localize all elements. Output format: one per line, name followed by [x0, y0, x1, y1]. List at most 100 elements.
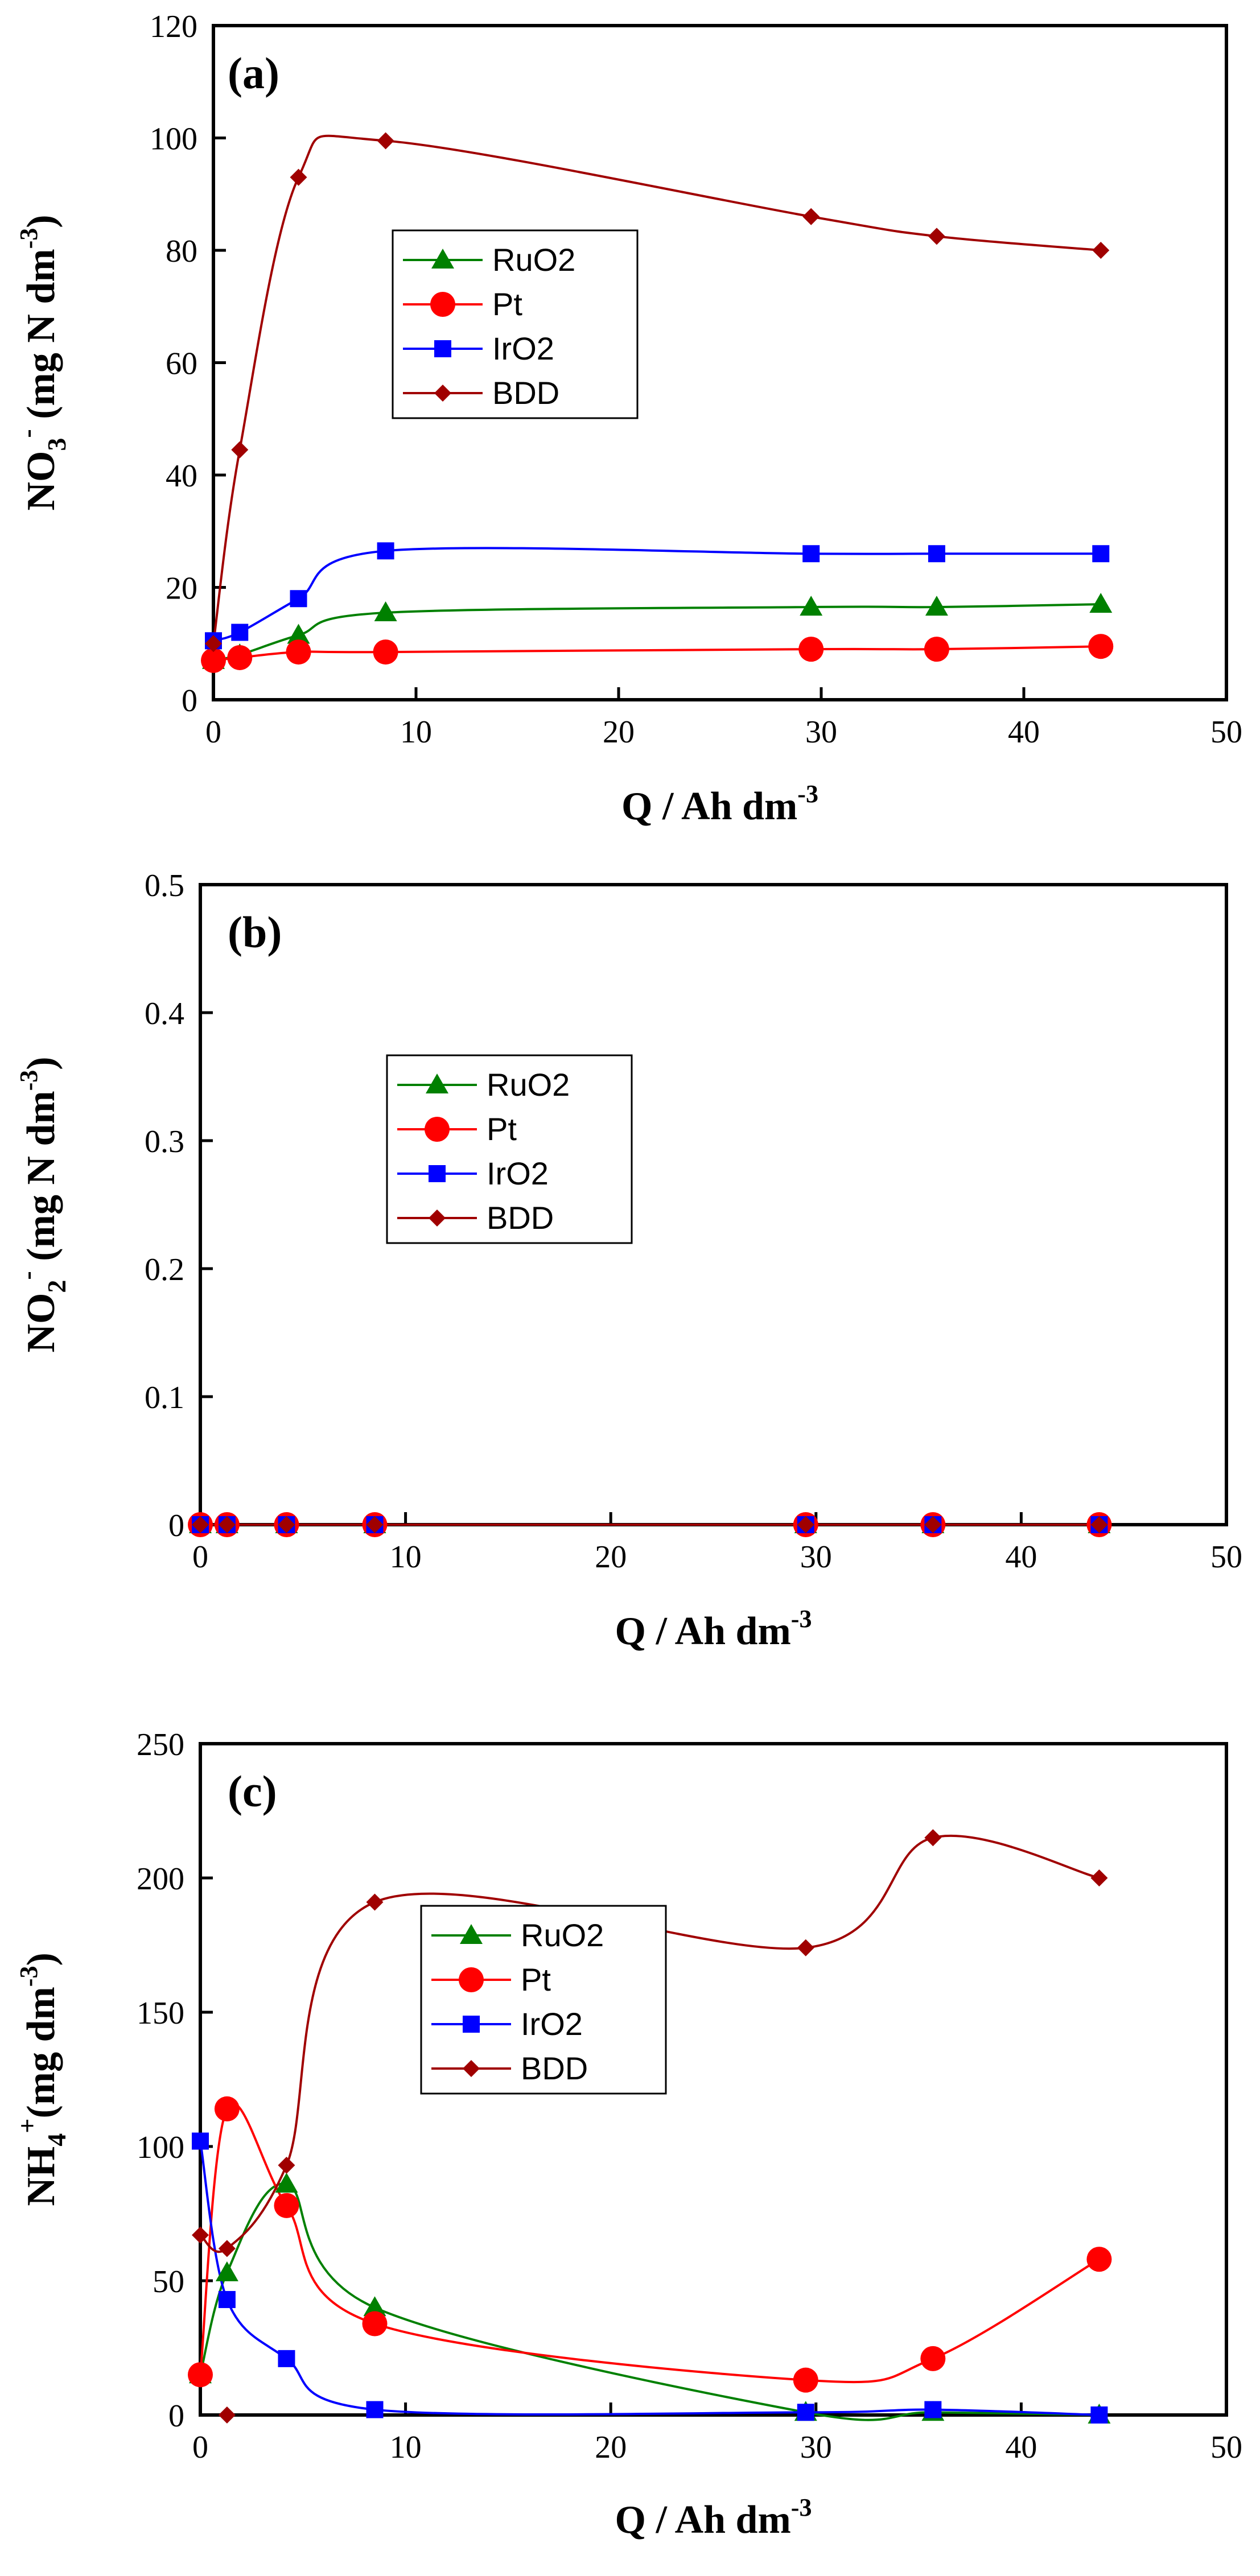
chart-a-plot-frame — [212, 24, 1228, 701]
chart-a-xtick-label: 40 — [1008, 715, 1040, 750]
chart-b-legend-label-ruo2: RuO2 — [487, 1067, 570, 1103]
chart-a-ytick-label: 20 — [166, 571, 197, 606]
chart-a-legend-label-ruo2: RuO2 — [492, 242, 575, 278]
chart-c-point-iro2 — [1090, 2406, 1108, 2424]
chart-b-legend-marker-bdd — [429, 1209, 446, 1227]
chart-a-series-line-pt — [213, 645, 1101, 662]
chart-a-point-pt — [924, 637, 949, 662]
chart-a-point-bdd — [1092, 242, 1110, 259]
chart-b-ytick-label: 0.4 — [145, 996, 184, 1031]
chart-a-ytick-label: 40 — [166, 459, 197, 494]
chart-b-y-axis-title: NO2- (mg N dm-3) — [13, 1056, 71, 1352]
chart-c-legend-label-iro2: IrO2 — [521, 2006, 583, 2042]
chart-a-series-markers-bdd — [205, 132, 1110, 653]
chart-b-ytick-label: 0.1 — [145, 1380, 184, 1415]
chart-a-ytick-label: 100 — [150, 122, 197, 157]
chart-a-series-markers-iro2 — [205, 542, 1110, 650]
chart-c-point-pt — [274, 2193, 299, 2218]
chart-c-point-pt — [214, 2096, 240, 2121]
chart-a-legend-marker-iro2 — [434, 340, 451, 357]
chart-c-series-line-pt — [199, 2102, 1100, 2384]
chart-a-xtick-label: 50 — [1210, 715, 1242, 750]
chart-c-point-bdd — [797, 1939, 814, 1956]
chart-a-series-markers-ruo2 — [202, 593, 1113, 669]
chart-b-xtick-label: 40 — [1005, 1539, 1037, 1575]
chart-a-point-iro2 — [290, 590, 307, 608]
chart-a-legend-box — [392, 229, 639, 419]
chart-b-xtick-label: 10 — [390, 1539, 422, 1575]
chart-c-point-iro2 — [924, 2401, 942, 2418]
chart-c-point-ruo2 — [363, 2296, 386, 2317]
chart-c-legend-marker-bdd — [463, 2060, 480, 2077]
chart-c-xtick-label: 0 — [192, 2430, 208, 2465]
chart-c-x-axis-title: Q / Ah dm-3 — [615, 2494, 812, 2542]
chart-a-legend-label-pt: Pt — [492, 286, 522, 322]
chart-b-legend-label-bdd: BDD — [487, 1200, 554, 1236]
chart-c-point-pt — [362, 2311, 388, 2336]
chart-c-series-markers-iro2 — [192, 2132, 1108, 2424]
chart-c-point-bdd — [218, 2240, 236, 2257]
chart-b-legend-marker-iro2 — [429, 1165, 446, 1182]
chart-a-point-bdd — [377, 132, 394, 150]
chart-c-point-bdd — [192, 2226, 209, 2244]
chart-a-point-iro2 — [231, 624, 249, 641]
chart-c-point-pt — [920, 2346, 946, 2371]
chart-a-point-pt — [373, 639, 398, 665]
chart-c-ytick-label: 250 — [137, 1727, 184, 1762]
chart-b-xtick-label: 0 — [192, 1539, 208, 1575]
chart-c-point-ruo2 — [215, 2261, 238, 2281]
chart-c-xtick-label: 10 — [390, 2430, 422, 2465]
chart-c-xtick-label: 20 — [595, 2430, 627, 2465]
chart-b-ytick-label: 0.5 — [145, 868, 184, 903]
chart-b-x-axis-title: Q / Ah dm-3 — [615, 1605, 812, 1653]
chart-b-legend-box — [386, 1054, 633, 1244]
chart-a-point-pt — [798, 637, 824, 662]
chart-c-ytick-label: 150 — [137, 1996, 184, 2031]
chart-c-point-bdd-extra — [218, 2406, 236, 2424]
chart-a-legend-label-iro2: IrO2 — [492, 331, 554, 366]
chart-c-point-pt — [1086, 2247, 1112, 2272]
chart-c-point-bdd — [366, 1893, 384, 1911]
chart-a-panel-label: (a) — [228, 48, 279, 98]
chart-a-y-axis-title: NO3- (mg N dm-3) — [13, 214, 71, 510]
chart-b-panel-label: (b) — [228, 907, 282, 957]
chart-a-point-ruo2 — [287, 624, 310, 644]
chart-a-point-ruo2 — [374, 601, 397, 621]
chart-c-series-line-ruo2 — [199, 2182, 1100, 2421]
chart-a-point-pt — [1088, 634, 1114, 659]
chart-b-series-markers-bdd — [192, 1516, 1108, 1533]
chart-a-series-line-iro2 — [213, 547, 1101, 642]
chart-c-svg: 0 50 100 150 200 250 0 10 20 30 40 50 Q / Ah dm-3 NH4… — [13, 1727, 1242, 2542]
chart-a-point-bdd — [205, 635, 222, 653]
chart-c-point-iro2 — [192, 2132, 209, 2150]
chart-c-point-iro2 — [797, 2404, 814, 2421]
chart-c-series-markers-bdd-extra — [218, 2406, 236, 2424]
chart-b-xtick-label: 20 — [595, 1539, 627, 1575]
chart-c-ytick-label: 0 — [168, 2399, 184, 2434]
chart-c-point-iro2 — [278, 2350, 295, 2367]
chart-c-xtick-label: 30 — [800, 2430, 832, 2465]
chart-c-legend-box — [420, 1905, 667, 2095]
chart-b-ytick-label: 0.3 — [145, 1124, 184, 1159]
chart-c-plot-frame — [199, 1742, 1228, 2417]
chart-b-point-bdd — [192, 1516, 209, 1533]
chart-b-legend-marker-ruo2 — [426, 1074, 448, 1093]
chart-b-point-bdd — [218, 1516, 236, 1533]
chart-a-point-ruo2 — [800, 596, 823, 616]
chart-c-ytick-label: 200 — [137, 1861, 184, 1897]
chart-a-svg: 0 20 40 60 80 100 120 0 10 20 30 40 50 Q / Ah dm-3 NO3… — [13, 9, 1242, 828]
chart-a-series-markers-pt — [201, 634, 1114, 673]
chart-b-plot-frame — [199, 883, 1228, 1526]
chart-a-point-pt — [227, 645, 253, 670]
chart-a-point-iro2 — [1092, 545, 1110, 563]
chart-c-point-pt — [188, 2362, 213, 2388]
chart-a-point-iro2 — [928, 545, 945, 563]
chart-c-point-iro2 — [366, 2401, 384, 2418]
chart-a-point-iro2 — [802, 545, 820, 563]
chart-a-xtick-label: 20 — [603, 715, 635, 750]
chart-b-point-bdd — [924, 1516, 942, 1533]
chart-a-point-bdd — [928, 228, 945, 245]
chart-c-xtick-label: 40 — [1005, 2430, 1037, 2465]
chart-b-ytick-label: 0.2 — [145, 1252, 184, 1287]
chart-a-ytick-label: 60 — [166, 346, 197, 382]
